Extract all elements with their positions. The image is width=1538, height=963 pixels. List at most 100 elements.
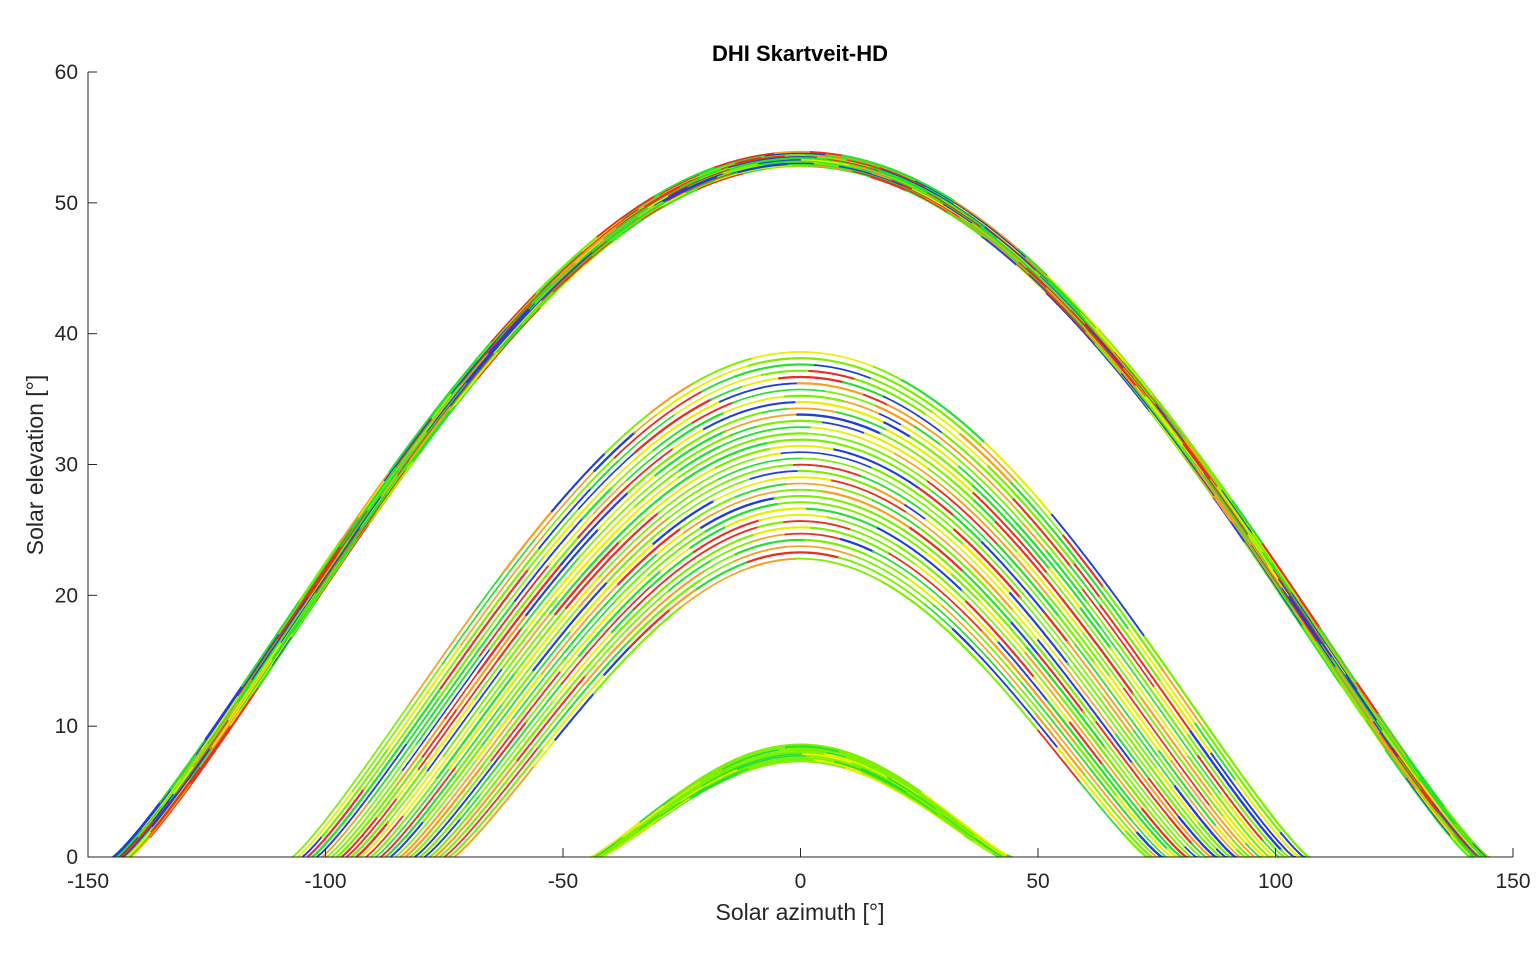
arc-segment — [984, 226, 1039, 273]
arc-segment — [384, 770, 459, 857]
arc-segment — [853, 169, 890, 182]
arc-segment — [1281, 587, 1338, 671]
arc-segment — [971, 222, 1030, 270]
arc-segment — [758, 160, 787, 166]
arc-segment — [257, 598, 319, 689]
arc-segment — [667, 167, 732, 197]
arc-segment — [679, 767, 740, 803]
arc-segment — [1097, 624, 1163, 714]
arc-segment — [652, 499, 716, 546]
arc-segment — [633, 795, 693, 837]
arc-segment — [709, 752, 772, 779]
arc-segment — [591, 214, 641, 253]
arc-segment — [931, 490, 1015, 571]
arc-segment — [536, 637, 633, 749]
arc-segment — [1144, 395, 1207, 477]
arc-segment — [900, 378, 987, 445]
arc-segment — [581, 484, 677, 576]
arc-segment — [1098, 329, 1162, 405]
arc-segment — [306, 786, 367, 857]
arc-segment — [786, 407, 839, 414]
arc-segment — [957, 465, 1019, 526]
arc-segment — [460, 532, 547, 647]
arc-segment — [659, 190, 689, 208]
arc-segment — [296, 788, 355, 857]
arc-segment — [180, 740, 210, 782]
arc-segment — [240, 598, 302, 688]
arc-segment — [905, 511, 973, 568]
arc-segment — [1246, 530, 1277, 573]
arc-segment — [764, 476, 834, 483]
arc-segment — [805, 351, 875, 368]
arc-segment — [589, 459, 620, 490]
arc-segment — [478, 699, 556, 797]
y-tick-label: 10 — [55, 715, 78, 738]
arc-segment — [1012, 497, 1073, 569]
arc-segment — [702, 553, 737, 573]
arc-segment — [320, 801, 351, 838]
arc-segment — [448, 364, 484, 406]
arc-segment — [926, 480, 1000, 547]
arc-segment — [1102, 696, 1132, 734]
arc-segment — [667, 171, 734, 202]
arc-segment — [640, 776, 712, 826]
arc-segment — [1405, 777, 1453, 838]
arc-segment — [1147, 777, 1182, 820]
arc-segment — [291, 811, 333, 857]
arc-segment — [764, 151, 828, 157]
arc-segment — [1085, 600, 1111, 633]
arc-segment — [553, 540, 622, 616]
arc-segment — [1140, 807, 1189, 857]
arc-segment — [120, 797, 172, 857]
arc-segment — [785, 482, 843, 490]
arc-segment — [1220, 793, 1248, 829]
arc-segment — [1106, 629, 1159, 700]
arc-segment — [714, 447, 772, 470]
arc-segment — [698, 154, 767, 176]
arc-segment — [722, 163, 761, 175]
arc-segment — [668, 587, 699, 612]
arc-segment — [1124, 829, 1154, 857]
arc-segment — [711, 490, 780, 516]
arc-segment — [298, 538, 343, 603]
arc-segment — [176, 755, 210, 801]
arc-segment — [941, 198, 972, 219]
arc-segment — [160, 761, 195, 807]
arc-segment — [1181, 452, 1234, 525]
arc-segment — [924, 413, 991, 469]
arc-segment — [786, 161, 825, 164]
arc-segment — [439, 567, 531, 690]
arc-segment — [803, 156, 829, 160]
arc-segment — [329, 700, 413, 815]
arc-segment — [616, 526, 683, 586]
arc-segment — [872, 365, 904, 382]
arc-segment — [872, 486, 908, 507]
arc-segment — [926, 191, 983, 229]
arc-segment — [869, 175, 908, 192]
arc-segment — [848, 439, 871, 449]
arc-segment — [526, 506, 581, 571]
arc-segment — [702, 401, 798, 431]
x-tick-label: 100 — [1258, 870, 1293, 893]
arc-segment — [972, 491, 1050, 576]
arc-segment — [743, 753, 804, 766]
arc-segment — [409, 757, 494, 857]
arc-segment — [1081, 632, 1127, 692]
arc-segment — [700, 375, 737, 393]
arc-segment — [959, 527, 1026, 597]
arc-segment — [678, 477, 721, 505]
arc-segment — [760, 370, 785, 377]
arc-segment — [1037, 729, 1082, 785]
arc-segment — [1186, 733, 1243, 809]
arc-segment — [316, 741, 410, 857]
arc-segment — [404, 764, 484, 857]
arc-segment — [1330, 656, 1396, 751]
arc-segment — [577, 466, 676, 560]
arc-segment — [1143, 635, 1227, 753]
arc-segment — [761, 153, 808, 159]
arc-segment — [402, 710, 483, 817]
arc-segment — [346, 746, 391, 806]
arc-segment — [800, 158, 852, 167]
arc-segment — [532, 737, 558, 768]
arc-segment — [1015, 264, 1049, 296]
